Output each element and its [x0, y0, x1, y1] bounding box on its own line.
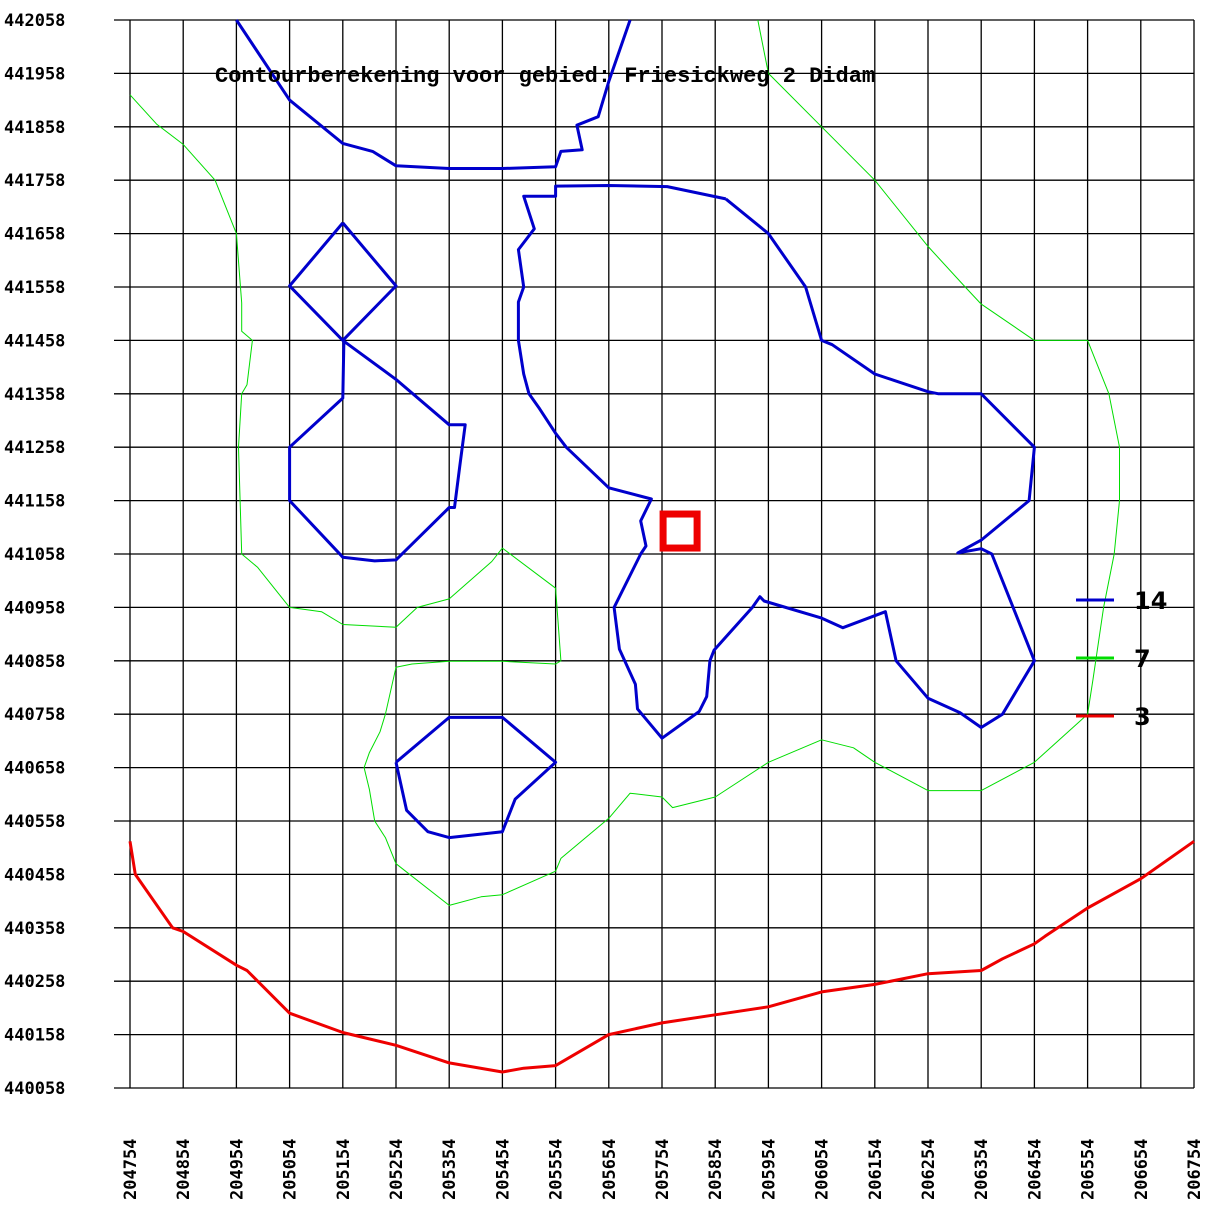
chart-title: Contourberekening voor gebied: Friesickw…: [215, 64, 875, 89]
y-tick-label: 441058: [4, 545, 65, 565]
x-tick-label: 205454: [493, 1139, 513, 1200]
contour-3-line: [128, 840, 1195, 1074]
y-axis-tick-labels: 442058 441958 441858 441758 441658 441558 4414…: [4, 11, 65, 1099]
x-tick-label: 205154: [334, 1139, 354, 1200]
y-tick-label: 441558: [4, 278, 65, 298]
legend-label: 7: [1134, 645, 1151, 673]
contour-14-line: [394, 715, 558, 840]
y-tick-label: 441858: [4, 118, 65, 138]
y-tick-label: 440058: [4, 1079, 65, 1099]
contour-14-line: [516, 184, 1036, 740]
x-tick-label: 205054: [281, 1139, 301, 1200]
x-tick-label: 205854: [706, 1139, 726, 1200]
x-tick-label: 206554: [1079, 1139, 1099, 1200]
x-tick-label: 205954: [759, 1139, 779, 1200]
legend-label: 14: [1134, 587, 1167, 615]
x-tick-label: 206354: [972, 1139, 992, 1200]
y-tick-label: 440158: [4, 1026, 65, 1046]
contour-lines: [128, 19, 1195, 1074]
y-tick-label: 440558: [4, 812, 65, 832]
contour-14-line: [288, 339, 467, 563]
x-tick-label: 204754: [121, 1139, 141, 1200]
y-tick-label: 441458: [4, 331, 65, 351]
x-tick-label: 206154: [866, 1139, 886, 1200]
y-tick-label: 440858: [4, 652, 65, 672]
x-tick-label: 205654: [600, 1139, 620, 1200]
x-tick-label: 204954: [227, 1139, 247, 1200]
x-tick-label: 206454: [1025, 1139, 1045, 1200]
x-tick-label: 204854: [174, 1139, 194, 1200]
y-tick-label: 440358: [4, 919, 65, 939]
y-tick-label: 440758: [4, 705, 65, 725]
grid-lines: [114, 19, 1195, 1089]
y-tick-label: 441258: [4, 438, 65, 458]
legend: 14 7 3: [1076, 587, 1167, 731]
y-tick-label: 440458: [4, 865, 65, 885]
x-axis-tick-labels: 204754 204854 204954 205054 205154 205254 2053…: [121, 1139, 1205, 1200]
y-tick-label: 440258: [4, 972, 65, 992]
x-tick-label: 206654: [1132, 1139, 1152, 1200]
x-tick-label: 206254: [919, 1139, 939, 1200]
y-tick-label: 441158: [4, 492, 65, 512]
x-tick-label: 205354: [440, 1139, 460, 1200]
contour-14-line: [235, 19, 632, 170]
y-tick-label: 441958: [4, 64, 65, 84]
contour-7-line: [129, 19, 1120, 906]
y-tick-label: 440658: [4, 759, 65, 779]
x-tick-label: 206054: [813, 1139, 833, 1200]
y-tick-label: 441758: [4, 171, 65, 191]
y-tick-label: 441358: [4, 385, 65, 405]
x-tick-label: 205254: [387, 1139, 407, 1200]
x-tick-label: 205554: [547, 1139, 567, 1200]
y-tick-label: 440958: [4, 598, 65, 618]
location-marker: [659, 510, 701, 552]
x-tick-label: 206754: [1185, 1139, 1205, 1200]
x-tick-label: 205754: [653, 1139, 673, 1200]
y-tick-label: 441658: [4, 225, 65, 245]
legend-label: 3: [1134, 703, 1151, 731]
y-tick-label: 442058: [4, 11, 65, 31]
